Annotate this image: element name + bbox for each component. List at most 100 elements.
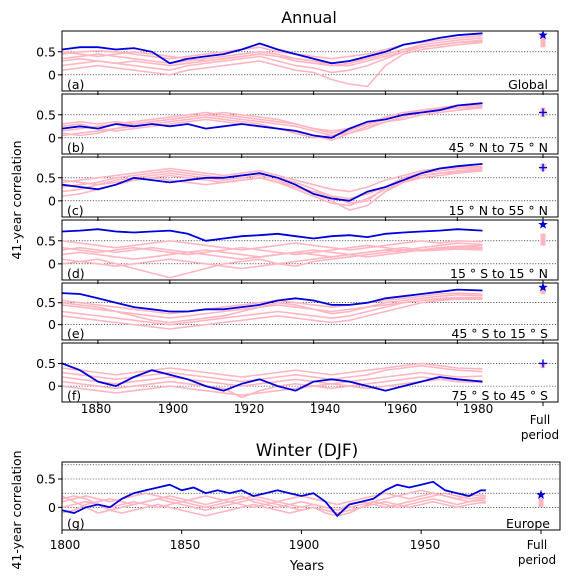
region-label: Europe <box>506 516 550 531</box>
region-label: 75 ° S to 45 ° S <box>451 388 548 403</box>
panel-g: 0.5 0 (g) Europe <box>36 461 561 534</box>
plot-area <box>62 163 483 211</box>
y-tick-label: 0 <box>48 256 56 271</box>
ensemble-line <box>62 170 483 207</box>
full-period-ensemble-marker <box>540 289 546 295</box>
annual-title: Annual <box>281 8 337 27</box>
x-tick-label: 1920 <box>234 402 265 416</box>
y-tick-label: 0.5 <box>36 170 56 185</box>
panel-frame <box>61 342 559 403</box>
observed-line <box>62 102 483 139</box>
y-tick-label: 0 <box>48 130 56 145</box>
ensemble-line <box>62 39 483 74</box>
full-period-label-line2: period <box>521 428 559 442</box>
panel-letter: (f) <box>67 388 81 403</box>
panel-letter: (d) <box>67 266 85 281</box>
full-period-ensemble-marker <box>538 502 544 507</box>
y-tick-label: 0.5 <box>36 44 56 59</box>
top-full-period-label: Full period <box>521 413 559 442</box>
full-period-label-line1: Full <box>527 538 548 552</box>
full-period-star-marker <box>538 282 548 292</box>
x-tick-label: 1850 <box>170 538 201 552</box>
ensemble-line <box>62 495 486 517</box>
y-tick-label: 0 <box>48 317 56 332</box>
full-period-ensemble-marker <box>540 240 546 246</box>
panel-frame <box>61 282 559 341</box>
top-x-axis: 1880 1900 1920 1940 1960 1980 <box>81 402 494 416</box>
ensemble-line <box>62 376 483 399</box>
ensemble-line <box>62 40 483 65</box>
panel-letter: (g) <box>67 516 85 531</box>
bottom-x-axis: 1800 1850 1900 1950 <box>50 538 441 552</box>
y-tick-label: 0.5 <box>36 295 56 310</box>
ensemble-line <box>62 165 483 193</box>
ylabel-bottom: 41-year correlation <box>9 450 24 569</box>
ensemble-line <box>62 41 483 88</box>
panel-letter: (e) <box>67 326 84 341</box>
ensemble-line <box>62 378 483 397</box>
region-label: Global <box>508 77 548 92</box>
region-label: 45 ° S to 15 ° S <box>451 326 548 341</box>
x-tick-label: 1980 <box>463 402 494 416</box>
observed-line <box>62 288 483 313</box>
y-tick-label: 0 <box>48 379 56 394</box>
ensemble-line <box>62 298 483 330</box>
region-label: 15 ° S to 15 ° N <box>450 266 548 281</box>
y-tick-label: 0.5 <box>36 472 56 487</box>
x-tick-label: 1900 <box>158 402 189 416</box>
full-period-label-line1: Full <box>530 413 551 427</box>
panel-a: 0.5 0 (a) Global <box>36 30 559 95</box>
plot-area <box>62 288 483 330</box>
full-period-star-marker <box>536 489 546 499</box>
region-label: 45 ° N to 75 ° N <box>449 140 548 155</box>
panel-c: 0.5 0 (c) 15 ° N to 55 ° N <box>36 156 559 221</box>
x-tick-label: 1950 <box>410 538 441 552</box>
observed-line <box>62 480 486 518</box>
plot-area <box>62 32 483 88</box>
ensemble-line <box>62 497 486 512</box>
panel-f: 0.5 0 (f) 75 ° S to 45 ° S <box>36 342 559 406</box>
plot-area <box>62 228 483 279</box>
x-tick-label: 1800 <box>50 538 81 552</box>
plot-area <box>62 480 486 518</box>
x-tick-label: 1900 <box>289 538 320 552</box>
observed-line <box>62 32 483 65</box>
x-tick-label: 1880 <box>81 402 112 416</box>
ensemble-line <box>62 104 483 135</box>
panel-frame <box>61 30 559 92</box>
ensemble-line <box>62 364 483 383</box>
panel-frame <box>61 93 559 155</box>
ensemble-line <box>62 246 483 261</box>
ylabel-top: 41-year correlation <box>9 140 24 259</box>
ensemble-line <box>62 248 483 279</box>
panel-d: 0.5 0 (d) 15 ° S to 15 ° N <box>36 219 559 284</box>
panel-frame <box>61 156 559 218</box>
xlabel-bottom: Years <box>289 559 325 574</box>
region-label: 15 ° N to 55 ° N <box>449 203 548 218</box>
y-tick-label: 0.5 <box>36 233 56 248</box>
ensemble-line <box>62 297 483 324</box>
plot-area <box>62 102 483 142</box>
panel-letter: (c) <box>67 203 84 218</box>
full-period-ensemble-marker <box>540 42 546 48</box>
winter-title: Winter (DJF) <box>256 441 359 461</box>
panel-e: 0.5 0 (e) 45 ° S to 15 ° S <box>36 282 559 344</box>
panel-frame <box>61 219 559 281</box>
full-period-label-line2: period <box>518 553 556 567</box>
y-tick-label: 0 <box>48 193 56 208</box>
x-tick-label: 1940 <box>310 402 341 416</box>
full-period-star-marker <box>538 30 548 40</box>
observed-line <box>62 163 483 202</box>
y-tick-label: 0.5 <box>36 107 56 122</box>
ensemble-line <box>62 292 483 315</box>
panel-letter: (a) <box>67 77 84 92</box>
y-tick-label: 0 <box>48 67 56 82</box>
observed-line <box>62 228 483 242</box>
observed-line <box>62 362 483 392</box>
x-tick-label: 1960 <box>387 402 418 416</box>
full-period-ensemble-marker <box>540 233 546 239</box>
panel-frame <box>61 461 561 531</box>
ensemble-line <box>62 242 483 256</box>
